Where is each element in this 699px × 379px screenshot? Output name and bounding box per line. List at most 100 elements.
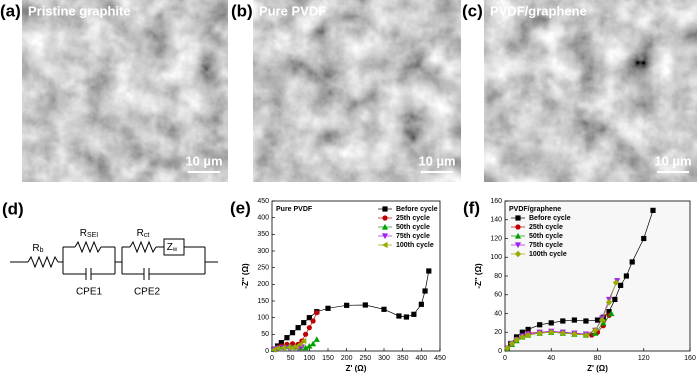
x-tick-label: 400 xyxy=(415,355,427,362)
data-point xyxy=(524,331,532,339)
data-point xyxy=(309,340,317,347)
data-point xyxy=(608,310,615,317)
panel-label: (f) xyxy=(463,198,480,217)
legend-marker xyxy=(382,206,388,212)
y-tick-label: 0 xyxy=(498,348,502,355)
data-point xyxy=(548,320,554,326)
sem-image xyxy=(484,0,697,182)
data-point xyxy=(403,314,409,320)
panel-label: (d) xyxy=(2,199,24,218)
data-point xyxy=(344,302,350,308)
data-point xyxy=(525,326,531,333)
chart-title: Pure PVDF xyxy=(276,206,313,213)
data-point xyxy=(519,329,525,335)
data-point xyxy=(582,331,590,339)
data-point xyxy=(623,273,630,279)
data-point xyxy=(508,340,516,347)
data-point xyxy=(418,301,424,307)
data-point xyxy=(284,335,290,341)
sem-image xyxy=(22,0,228,182)
data-point xyxy=(280,344,286,351)
data-point xyxy=(306,315,312,321)
data-point xyxy=(303,331,309,337)
y-tick-label: 300 xyxy=(257,248,269,255)
legend-marker xyxy=(515,215,521,221)
x-tick-label: 350 xyxy=(397,355,409,362)
data-point xyxy=(278,340,284,346)
legend-label: 100th cycle xyxy=(396,242,434,249)
data-point xyxy=(289,344,296,351)
x-tick-label: 200 xyxy=(341,355,353,362)
x-axis-label: Z' (Ω) xyxy=(587,364,608,373)
legend-marker xyxy=(514,250,522,258)
data-point xyxy=(422,288,428,294)
data-point xyxy=(504,344,511,352)
subscript: w xyxy=(172,247,178,253)
sem-title: Pure PVDF xyxy=(259,3,326,18)
data-point xyxy=(560,318,566,324)
data-point xyxy=(306,325,312,331)
data-point xyxy=(302,344,309,351)
data-point xyxy=(612,296,618,303)
chart-title: PVDF/graphene xyxy=(509,206,561,213)
circuit-label: Zw xyxy=(167,242,178,253)
legend-label: 25th cycle xyxy=(529,224,563,231)
data-point xyxy=(306,342,313,349)
scale-bar-label: 10 µm xyxy=(654,153,691,168)
legend-label: 50th cycle xyxy=(396,224,430,231)
x-tick-label: 150 xyxy=(322,355,334,362)
data-point xyxy=(612,279,620,286)
data-point xyxy=(313,336,320,342)
data-point xyxy=(301,320,307,326)
panel-label: (c) xyxy=(462,1,483,20)
legend-marker xyxy=(381,223,389,230)
data-point xyxy=(591,327,599,334)
y-tick-label: 40 xyxy=(494,310,502,317)
data-point xyxy=(536,329,543,337)
data-point xyxy=(606,309,612,315)
x-tick-label: 40 xyxy=(547,355,555,362)
y-tick-label: 60 xyxy=(494,292,502,299)
scale-bar-label: 10 µm xyxy=(418,153,455,168)
y-tick-label: 50 xyxy=(261,331,269,338)
symbol: R xyxy=(32,243,39,254)
legend-marker xyxy=(381,241,388,249)
subscript: b xyxy=(40,247,44,254)
symbol: R xyxy=(137,228,144,239)
data-point xyxy=(325,305,331,311)
y-axis-label: -Z'' (Ω) xyxy=(241,263,250,289)
data-point xyxy=(274,345,281,352)
y-tick-label: 140 xyxy=(490,217,502,224)
data-point xyxy=(381,306,387,312)
y-tick-label: 100 xyxy=(257,315,269,322)
data-point xyxy=(426,268,432,274)
x-tick-label: 0 xyxy=(270,355,274,362)
x-tick-label: 160 xyxy=(684,355,696,362)
y-tick-label: 250 xyxy=(257,265,269,272)
y-tick-label: 450 xyxy=(257,198,269,205)
legend-marker xyxy=(514,232,522,239)
x-tick-label: 100 xyxy=(303,355,315,362)
legend-label: 75th cycle xyxy=(396,233,430,240)
y-tick-label: 0 xyxy=(265,348,269,355)
legend-marker xyxy=(381,233,389,240)
data-point xyxy=(293,343,299,351)
data-point xyxy=(548,329,555,336)
data-point xyxy=(300,337,307,345)
data-point xyxy=(537,322,543,328)
x-tick-label: 300 xyxy=(378,355,390,362)
legend-label: 75th cycle xyxy=(529,242,563,249)
data-point xyxy=(362,302,368,308)
data-point xyxy=(605,299,613,306)
data-point xyxy=(559,329,567,337)
data-point xyxy=(396,313,402,319)
subscript: SEI xyxy=(87,232,98,239)
data-point xyxy=(519,333,526,341)
data-point xyxy=(411,311,417,317)
circuit-label: RSEI xyxy=(80,228,99,239)
data-point xyxy=(295,325,301,331)
x-tick-label: 450 xyxy=(434,355,446,362)
subscript: ct xyxy=(144,232,150,239)
panel-label: (b) xyxy=(231,1,253,20)
y-tick-label: 100 xyxy=(490,254,502,261)
